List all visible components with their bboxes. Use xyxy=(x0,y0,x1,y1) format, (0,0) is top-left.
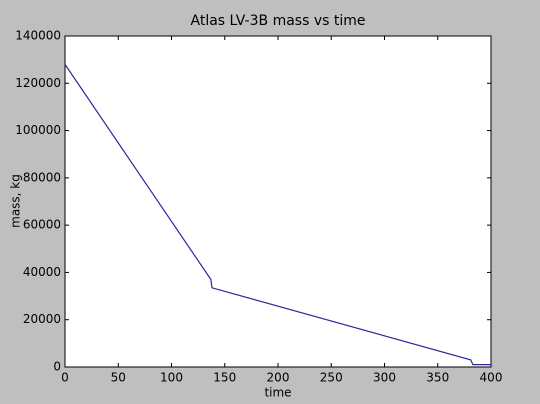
x-tick-label: 400 xyxy=(480,371,503,385)
y-tick-label: 140000 xyxy=(15,29,61,43)
plot-area xyxy=(64,35,492,368)
y-axis-label: mass, kg xyxy=(9,174,23,228)
data-line xyxy=(64,64,491,366)
x-tick-label: 300 xyxy=(373,371,396,385)
y-tick-label: 0 xyxy=(53,360,61,374)
x-tick-label: 200 xyxy=(267,371,290,385)
chart-title: Atlas LV-3B mass vs time xyxy=(191,13,366,29)
x-tick-label: 0 xyxy=(61,371,69,385)
y-tick-label: 100000 xyxy=(15,123,61,137)
x-tick-label: 150 xyxy=(213,371,236,385)
y-tick-label: 40000 xyxy=(23,265,61,279)
y-tick-label: 60000 xyxy=(23,218,61,232)
y-tick-label: 20000 xyxy=(23,312,61,326)
x-tick-label: 100 xyxy=(160,371,183,385)
x-tick-label: 350 xyxy=(426,371,449,385)
x-tick-label: 250 xyxy=(320,371,343,385)
y-tick-label: 120000 xyxy=(15,76,61,90)
x-axis-label: time xyxy=(264,386,291,400)
y-tick-label: 80000 xyxy=(23,170,61,184)
x-tick-label: 50 xyxy=(111,371,126,385)
